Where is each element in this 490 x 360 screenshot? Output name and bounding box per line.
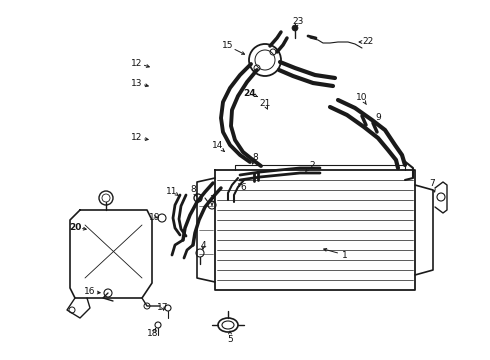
Text: 24: 24: [244, 89, 256, 98]
Text: 18: 18: [147, 328, 159, 338]
Circle shape: [292, 25, 298, 31]
Text: 14: 14: [212, 141, 224, 150]
Text: 6: 6: [240, 184, 246, 193]
Text: 11: 11: [166, 186, 178, 195]
Text: 12: 12: [131, 134, 143, 143]
Text: 21: 21: [259, 99, 270, 108]
Text: 12: 12: [131, 58, 143, 68]
Text: 13: 13: [131, 78, 143, 87]
Text: 8: 8: [252, 153, 258, 162]
Text: 16: 16: [84, 288, 96, 297]
Text: 1: 1: [342, 251, 348, 260]
Text: 23: 23: [293, 18, 304, 27]
Text: 15: 15: [222, 41, 234, 50]
Text: 17: 17: [157, 303, 169, 312]
Text: 5: 5: [227, 336, 233, 345]
Text: 22: 22: [363, 37, 374, 46]
Text: 8: 8: [190, 185, 196, 194]
Text: 19: 19: [149, 212, 161, 221]
Text: 2: 2: [309, 161, 315, 170]
Text: 10: 10: [356, 94, 368, 103]
Text: 3: 3: [209, 195, 215, 204]
Text: 7: 7: [429, 179, 435, 188]
Text: 20: 20: [69, 222, 81, 231]
Text: 4: 4: [200, 242, 206, 251]
Text: 9: 9: [375, 113, 381, 122]
